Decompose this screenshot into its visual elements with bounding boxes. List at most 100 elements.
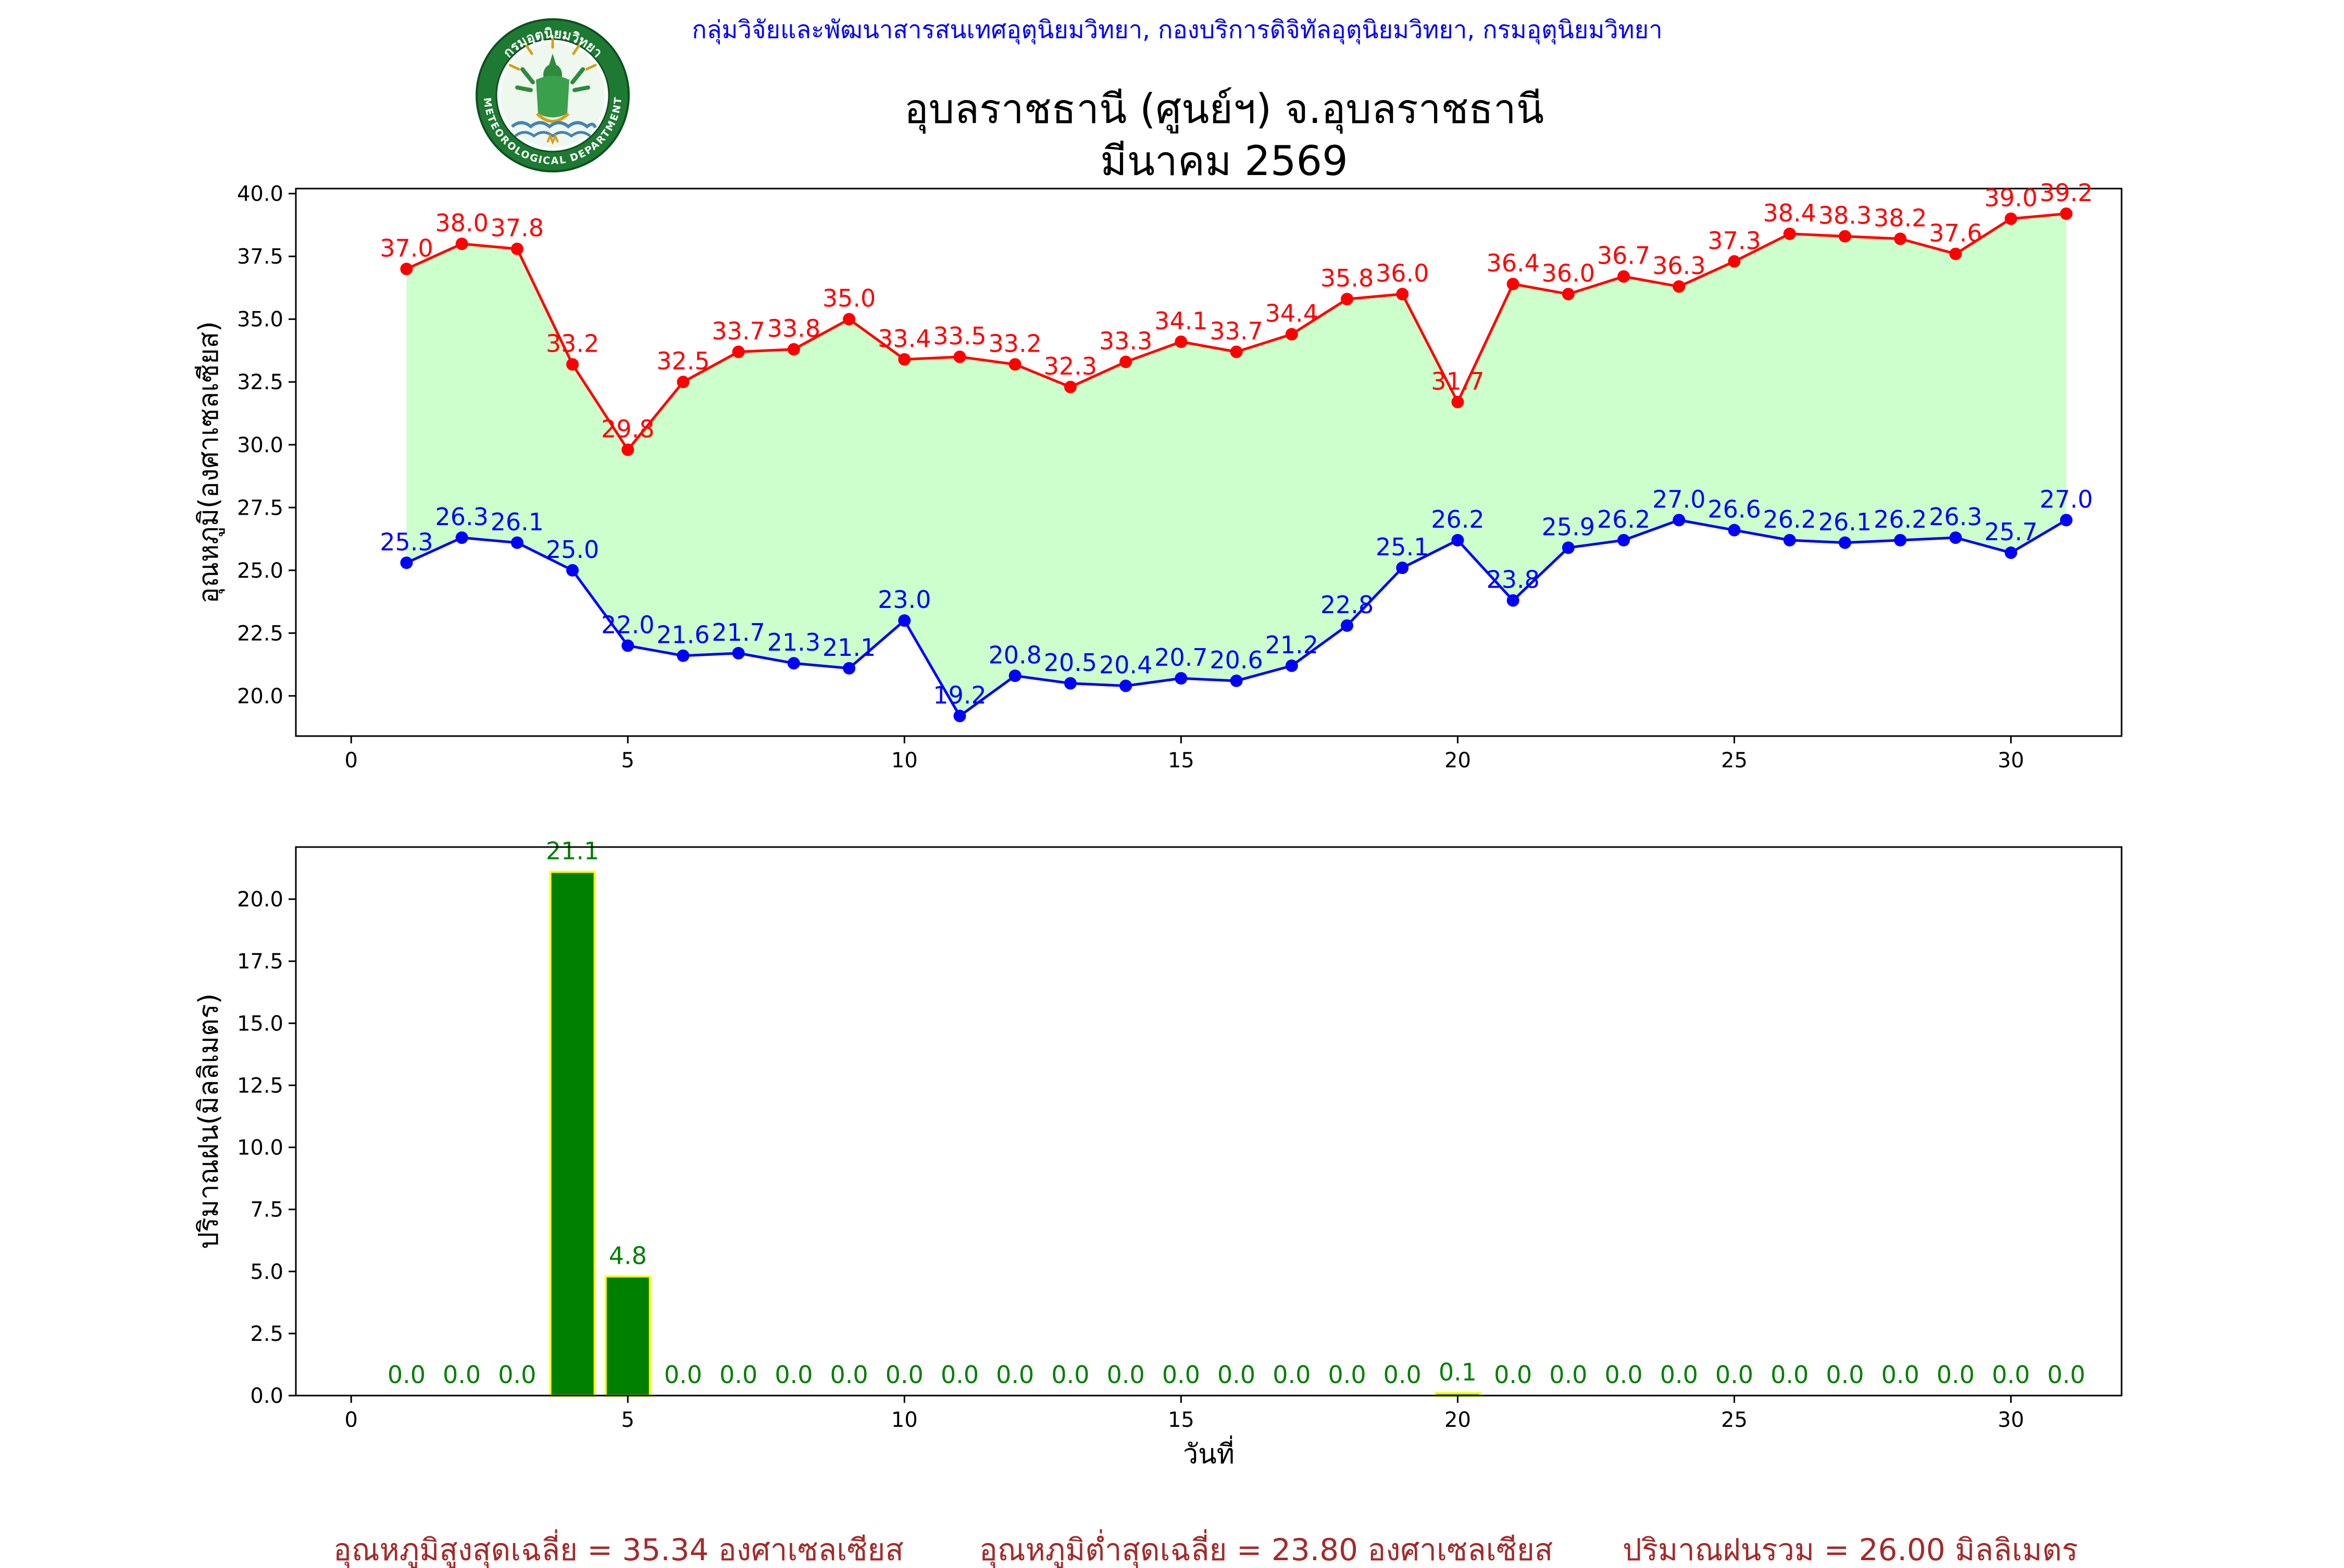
rain-data-label: 0.0 <box>1328 1361 1366 1389</box>
min-temp-point <box>2060 514 2073 527</box>
chart-title: อุบลราชธานี (ศูนย์ฯ) จ.อุบลราชธานี มีนาค… <box>521 83 1927 188</box>
min-temp-point <box>843 662 856 675</box>
rain-data-label: 0.0 <box>1217 1361 1255 1389</box>
max-temp-data-label: 33.2 <box>989 329 1042 357</box>
max-temp-data-label: 31.7 <box>1431 367 1484 395</box>
min-temp-data-label: 21.7 <box>712 618 765 646</box>
min-temp-data-label: 26.1 <box>1818 508 1872 536</box>
rain-data-label: 0.0 <box>775 1361 813 1389</box>
max-temp-point <box>898 353 911 366</box>
max-temp-data-label: 33.7 <box>1210 317 1263 345</box>
rain-data-label: 0.0 <box>996 1361 1034 1389</box>
temp-y-axis-label: อุณหภูมิ(องศาเซลเซียส) <box>193 321 225 604</box>
credit-line: กลุ่มวิจัยและพัฒนาสารสนเทศอุตุนิยมวิทยา,… <box>692 16 1663 44</box>
max-temp-data-label: 36.4 <box>1486 249 1539 277</box>
rain-data-label: 0.0 <box>1162 1361 1200 1389</box>
rain-ytick-label: 17.5 <box>237 950 283 974</box>
max-temp-point <box>1285 328 1298 341</box>
rain-y-axis-label: ปริมาณฝน(มิลลิเมตร) <box>193 993 225 1249</box>
min-temp-data-label: 26.2 <box>1431 505 1484 533</box>
rain-ytick-label: 20.0 <box>237 888 283 912</box>
max-temp-data-label: 38.4 <box>1763 199 1816 227</box>
min-temp-data-label: 22.0 <box>601 611 654 639</box>
max-temp-point <box>732 345 745 358</box>
max-temp-point <box>1894 232 1907 245</box>
min-temp-point <box>1285 659 1298 673</box>
min-temp-data-label: 26.1 <box>491 508 544 536</box>
min-temp-data-label: 20.7 <box>1154 643 1207 671</box>
min-temp-point <box>1673 514 1686 527</box>
rain-data-label: 0.0 <box>2047 1361 2085 1389</box>
rain-ytick-label: 15.0 <box>237 1012 283 1036</box>
min-temp-data-label: 25.7 <box>1984 518 2037 546</box>
meteorological-department-logo: กรมอุตุนิยมวิทยา METEOROLOGICAL DEPARTME… <box>476 18 630 172</box>
rain-ytick-label: 10.0 <box>237 1136 283 1160</box>
temp-xtick-label: 20 <box>1444 749 1471 773</box>
max-temp-data-label: 38.2 <box>1874 204 1927 232</box>
min-temp-point <box>1230 674 1243 687</box>
rain-data-label: 0.0 <box>830 1361 868 1389</box>
min-temp-data-label: 20.5 <box>1044 649 1097 677</box>
max-temp-point <box>787 343 800 356</box>
max-temp-point <box>1949 247 1962 260</box>
avg-max-temp-summary: อุณหภูมิสูงสุดเฉลี่ย = 35.34 องศาเซลเซีย… <box>333 1532 904 1567</box>
max-temp-point <box>1396 288 1409 301</box>
max-temp-point <box>1119 355 1132 368</box>
min-temp-point <box>1064 677 1077 690</box>
min-temp-data-label: 23.0 <box>878 586 931 614</box>
min-temp-data-label: 27.0 <box>1652 485 1705 513</box>
max-temp-data-label: 32.3 <box>1044 352 1097 380</box>
avg-min-temp-summary: อุณหภูมิต่ำสุดเฉลี่ย = 23.80 องศาเซลเซีย… <box>979 1532 1553 1567</box>
min-temp-data-label: 20.6 <box>1210 646 1263 674</box>
min-temp-data-label: 21.2 <box>1265 631 1318 659</box>
rain-ytick-label: 12.5 <box>237 1074 283 1098</box>
min-temp-data-label: 26.6 <box>1707 495 1761 524</box>
min-temp-data-label: 25.3 <box>380 528 433 556</box>
rain-plot-frame <box>295 846 2123 1397</box>
rain-data-label: 0.1 <box>1439 1358 1477 1386</box>
min-temp-point <box>621 639 634 652</box>
rain-data-label: 21.1 <box>546 837 599 865</box>
rain-data-label: 0.0 <box>1881 1361 1919 1389</box>
min-temp-point <box>566 564 579 577</box>
min-temp-point <box>1506 594 1519 607</box>
rain-data-label: 0.0 <box>1937 1361 1975 1389</box>
temp-xtick-label: 25 <box>1721 749 1748 773</box>
min-temp-point <box>1451 533 1464 546</box>
temp-ytick-label: 37.5 <box>237 245 283 269</box>
max-temp-point <box>2060 207 2073 220</box>
temperature-range-fill <box>406 214 2066 716</box>
min-temp-data-label: 19.2 <box>933 681 986 709</box>
max-temp-data-label: 29.8 <box>601 415 654 443</box>
max-temp-point <box>1728 255 1741 268</box>
rain-data-label: 0.0 <box>1273 1361 1311 1389</box>
temp-xtick-label: 30 <box>1998 749 2024 773</box>
min-temp-point <box>1341 619 1354 632</box>
temp-xtick-label: 15 <box>1168 749 1194 773</box>
max-temp-point <box>1175 335 1188 349</box>
max-temp-data-label: 33.7 <box>712 317 765 345</box>
max-temp-point <box>621 443 634 456</box>
max-temp-point <box>1673 280 1686 293</box>
rain-xtick-label: 30 <box>1998 1408 2024 1432</box>
temp-ytick-label: 30.0 <box>237 433 283 457</box>
min-temp-point <box>510 536 523 549</box>
min-temp-data-label: 26.2 <box>1763 505 1816 533</box>
temp-plot-frame <box>295 188 2123 737</box>
max-temp-data-label: 38.0 <box>435 209 488 237</box>
max-temp-data-label: 34.1 <box>1154 307 1207 335</box>
rain-data-label: 0.0 <box>1992 1361 2030 1389</box>
max-temp-point <box>1341 293 1354 306</box>
rain-data-label: 0.0 <box>1549 1361 1587 1389</box>
rainfall-chart: 0.0 0.0 0.0 21.1 4.8 0.0 0.0 0.0 0.0 0.0 0.0 0.0 0.0… <box>193 837 2123 1470</box>
min-temp-point <box>787 657 800 670</box>
rain-data-label: 0.0 <box>719 1361 757 1389</box>
rain-ytick-label: 5.0 <box>250 1260 283 1284</box>
max-temp-point <box>1562 288 1575 301</box>
min-temp-point <box>1617 533 1630 546</box>
temperature-chart: 0 5 10 15 20 25 30 20.0 22.5 25.0 27.5 30.0 32.5 35.0… <box>193 179 2123 773</box>
rain-data-label: 0.0 <box>1660 1361 1698 1389</box>
rain-bar <box>549 870 596 1397</box>
min-temp-data-label: 26.3 <box>435 503 488 531</box>
max-temp-data-label: 36.0 <box>1376 259 1429 287</box>
